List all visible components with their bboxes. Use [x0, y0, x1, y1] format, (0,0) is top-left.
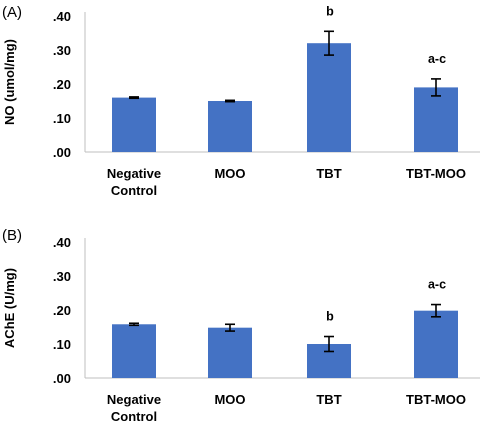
- panel-b-significance-label: b: [326, 310, 334, 324]
- panel-a-significance-label: a-c: [428, 52, 446, 66]
- panel-a-y-tick-label: .40: [53, 9, 71, 24]
- panel-b-bar: [112, 324, 156, 378]
- panel-a-category-label: TBT: [316, 166, 341, 181]
- panel-b-category-label: MOO: [214, 392, 245, 407]
- panel-b-error-bar: [225, 323, 235, 332]
- panel-b-error-bar: [324, 335, 334, 353]
- panel-b-y-tick-label: .10: [53, 337, 71, 352]
- panel-a-error-bar: [129, 96, 139, 100]
- panel-a-y-tick-label: .20: [53, 77, 71, 92]
- panel-a-category-label: Negative: [107, 166, 161, 181]
- panel-a-y-tick-label: .00: [53, 145, 71, 160]
- panel-b-error-bar: [431, 303, 441, 318]
- panel-b-significance-label: a-c: [428, 278, 446, 292]
- panel-b-category-label: TBT-MOO: [406, 392, 466, 407]
- panel-b-y-axis-label: AChE (U/mg): [2, 268, 17, 348]
- panel-a-y-tick-label: .30: [53, 43, 71, 58]
- panel-b-y-tick-label: .40: [53, 235, 71, 250]
- panel-a-error-bar: [431, 78, 441, 97]
- panel-a-label: (A): [2, 4, 22, 21]
- panel-a: (A) NO (umol/mg) .00 .10 .20 .30 .40 Negative…: [2, 4, 480, 198]
- panel-b-category-label: Control: [111, 409, 157, 424]
- panel-b-y-tick-label: .30: [53, 269, 71, 284]
- panel-b-category-label: Negative: [107, 392, 161, 407]
- panel-b-y-tick-label: .20: [53, 303, 71, 318]
- panel-a-bar: [112, 97, 156, 152]
- panel-a-error-bar: [324, 30, 334, 56]
- panel-a-significance-label: b: [326, 4, 334, 18]
- panel-b: (B) AChE (U/mg) .00 .10 .20 .30 .40 Negative C…: [2, 227, 480, 424]
- panel-a-error-bar: [225, 99, 235, 103]
- panel-a-bar: [307, 43, 351, 153]
- panel-a-y-axis-label: NO (umol/mg): [2, 39, 17, 125]
- panel-a-category-label: Control: [111, 183, 157, 198]
- panel-b-error-bar: [129, 322, 139, 327]
- panel-b-category-label: TBT: [316, 392, 341, 407]
- panel-a-category-label: MOO: [214, 166, 245, 181]
- panel-b-y-tick-label: .00: [53, 371, 71, 386]
- panel-b-bar: [208, 327, 252, 378]
- panel-a-y-tick-label: .10: [53, 111, 71, 126]
- panel-a-bar: [414, 87, 458, 152]
- panel-b-bar: [414, 310, 458, 378]
- panel-a-bar: [208, 101, 252, 152]
- panel-a-category-label: TBT-MOO: [406, 166, 466, 181]
- panel-b-label: (B): [2, 227, 22, 244]
